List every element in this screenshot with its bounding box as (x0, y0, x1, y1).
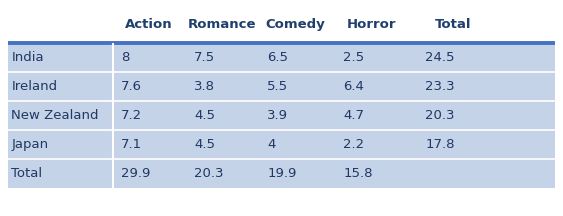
Text: 6.5: 6.5 (267, 51, 288, 64)
Text: 4.5: 4.5 (194, 109, 215, 122)
Bar (8, 101, 555, 130)
Text: 19.9: 19.9 (267, 167, 297, 180)
Text: 23.3: 23.3 (425, 80, 455, 93)
Text: 4.5: 4.5 (194, 138, 215, 151)
Text: Ireland: Ireland (11, 80, 57, 93)
Text: 2.2: 2.2 (343, 138, 365, 151)
Text: 2.5: 2.5 (343, 51, 365, 64)
Text: 3.8: 3.8 (194, 80, 215, 93)
Text: 3.9: 3.9 (267, 109, 288, 122)
Bar (8, 130, 555, 159)
Text: Japan: Japan (11, 138, 48, 151)
Text: Total: Total (435, 18, 471, 31)
Text: 7.6: 7.6 (121, 80, 142, 93)
Text: Total: Total (11, 167, 42, 180)
Text: 20.3: 20.3 (194, 167, 224, 180)
Text: Action: Action (126, 18, 173, 31)
Text: 17.8: 17.8 (425, 138, 454, 151)
Text: Romance: Romance (188, 18, 257, 31)
Text: Horror: Horror (347, 18, 396, 31)
Text: 4: 4 (267, 138, 276, 151)
Text: 20.3: 20.3 (425, 109, 454, 122)
Text: 7.1: 7.1 (121, 138, 142, 151)
Text: 24.5: 24.5 (425, 51, 454, 64)
Text: New Zealand: New Zealand (11, 109, 99, 122)
Text: 7.2: 7.2 (121, 109, 142, 122)
Text: India: India (11, 51, 44, 64)
Text: 15.8: 15.8 (343, 167, 373, 180)
Text: 29.9: 29.9 (121, 167, 150, 180)
Bar (8, 72, 555, 101)
Text: 8: 8 (121, 51, 129, 64)
Bar (8, 159, 555, 188)
Text: 7.5: 7.5 (194, 51, 216, 64)
Bar (8, 43, 555, 72)
Text: 4.7: 4.7 (343, 109, 364, 122)
Text: Comedy: Comedy (266, 18, 325, 31)
Text: 5.5: 5.5 (267, 80, 289, 93)
Text: 6.4: 6.4 (343, 80, 364, 93)
